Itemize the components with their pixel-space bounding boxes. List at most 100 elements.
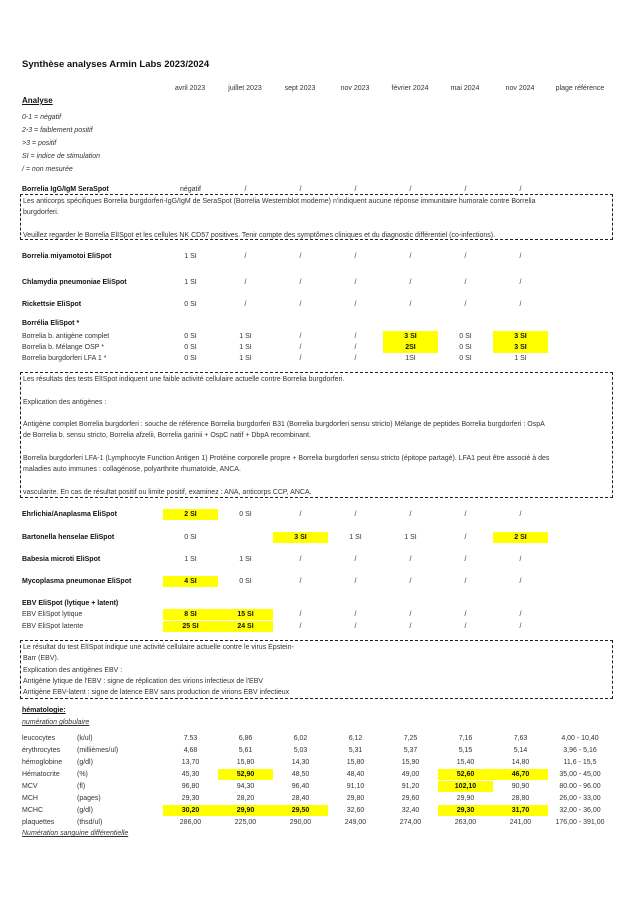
table-row: MCH (pages) 29,30 28,20 28,40 29,80 29,60 29,90… — [0, 793, 636, 804]
row-label: Borrelia b. Mélange OSP * — [22, 344, 104, 351]
result-cell: / — [354, 301, 357, 308]
result-cell: / — [464, 511, 467, 518]
result-cell: 1 SI — [239, 355, 252, 362]
table-row: Babesia microti EliSpot 1 SI 1 SI / / / / / — [0, 554, 636, 565]
result-cell: 2SI — [383, 342, 438, 353]
table-row: MCV (fl) 96,80 94,30 96,40 91,10 91,20 102,10 90… — [0, 781, 636, 792]
result-cell: 49,00 — [401, 771, 420, 778]
result-cell: / — [464, 578, 467, 585]
row-label: MCHC — [22, 807, 43, 814]
row-label: Borrelia burgdorferi LFA 1 * — [22, 355, 107, 362]
result-cell: 5,31 — [348, 747, 363, 754]
result-cell: 241,00 — [509, 819, 532, 826]
result-cell: 0 SI — [459, 344, 472, 351]
result-cell: 0 SI — [239, 578, 252, 585]
result-cell: 6,02 — [293, 735, 308, 742]
section-heading: EBV EliSpot (lytique + latent) — [22, 600, 119, 607]
column-header: plage référence — [555, 85, 605, 92]
comment-box: Le résultat du test ElISpot indique une … — [20, 640, 613, 699]
result-cell: 26,00 - 33,00 — [559, 795, 601, 802]
row-label: MCV — [22, 783, 38, 790]
result-cell: 274,00 — [399, 819, 422, 826]
legend-line: 2-3 = faiblement positif — [22, 127, 93, 134]
result-cell: 15,80 — [236, 759, 255, 766]
section-heading: Borrélia EliSpot * — [22, 320, 80, 327]
result-cell: / — [244, 253, 247, 260]
row-unit: (k/ul) — [77, 735, 93, 742]
legend-line: / = non mesurée — [22, 166, 73, 173]
result-cell: / — [409, 186, 412, 193]
table-row: hémoglobine (g/dl) 13,70 15,80 14,30 15,80 15,… — [0, 757, 636, 768]
result-cell: 1 SI — [239, 556, 252, 563]
result-cell: / — [299, 301, 302, 308]
row-unit: (pages) — [77, 795, 101, 802]
column-header: avril 2023 — [174, 85, 206, 92]
row-unit: (g/dl) — [77, 759, 93, 766]
table-row: Borrelia b. antigène complet 0 SI 1 SI / / 3 … — [0, 331, 636, 342]
result-cell: / — [244, 301, 247, 308]
row-label: MCH — [22, 795, 38, 802]
comment-line: Antigène lytique de l'EBV : signe de rép… — [23, 677, 264, 685]
comment-box: Les anticorps spécifiques Borrelia burgd… — [20, 194, 613, 240]
result-cell: 8 SI — [163, 609, 218, 620]
result-cell: négatif — [179, 186, 202, 193]
result-cell: 176,00 - 391,00 — [555, 819, 605, 826]
result-cell: / — [464, 186, 467, 193]
result-cell: / — [519, 511, 522, 518]
result-cell: 45,30 — [181, 771, 200, 778]
row-unit: (g/dl) — [77, 807, 93, 814]
row-label: érythrocytes — [22, 747, 61, 754]
result-cell: 7,63 — [513, 735, 528, 742]
result-cell: 5,03 — [293, 747, 308, 754]
result-cell: / — [299, 611, 302, 618]
row-label: hémoglobine — [22, 759, 63, 766]
result-cell: / — [409, 623, 412, 630]
table-row: Mycoplasma pneumonae EliSpot 4 SI 0 SI / / / /… — [0, 576, 636, 587]
result-cell: 35,00 - 45,00 — [559, 771, 601, 778]
row-unit: (%) — [77, 771, 88, 778]
result-cell: 7,25 — [403, 735, 418, 742]
result-cell: 15,90 — [401, 759, 420, 766]
result-cell: / — [299, 511, 302, 518]
comment-line: Antigène EBV-latent : signe de latence E… — [23, 689, 290, 697]
result-cell: / — [244, 279, 247, 286]
row-label: Borrelia IgG/IgM SeraSpot — [22, 186, 109, 193]
legend-line: 0-1 = négatif — [22, 114, 62, 121]
result-cell: 3 SI — [493, 342, 548, 353]
result-cell: / — [464, 253, 467, 260]
result-cell: 13,70 — [181, 759, 200, 766]
result-cell: / — [299, 556, 302, 563]
result-cell: 5,15 — [458, 747, 473, 754]
row-unit: (thsd/ul) — [77, 819, 103, 826]
result-cell: / — [409, 578, 412, 585]
comment-line — [23, 442, 610, 453]
comment-line — [23, 385, 610, 396]
result-cell: 0 SI — [184, 333, 197, 340]
column-header: sept 2023 — [284, 85, 316, 92]
result-cell: / — [519, 623, 522, 630]
column-header: juillet 2023 — [228, 85, 262, 92]
result-cell: / — [409, 611, 412, 618]
result-cell: 7,16 — [458, 735, 473, 742]
comment-line: Borrelia burgdorferi LFA-1 (Lymphocyte F… — [23, 455, 550, 463]
result-cell: 0 SI — [239, 511, 252, 518]
result-cell: / — [519, 186, 522, 193]
result-cell: 263,00 — [454, 819, 477, 826]
result-cell: / — [409, 253, 412, 260]
table-row: Borrelia IgG/IgM SeraSpot négatif / / / / / / — [0, 184, 636, 195]
table-row: leucocytes (k/ul) 7.53 6,86 6,02 6,12 7,25 7,16… — [0, 733, 636, 744]
result-cell: / — [519, 556, 522, 563]
result-cell: 32,60 — [346, 807, 365, 814]
comment-line: Explication des antigènes EBV : — [23, 666, 123, 674]
comment-line — [23, 219, 610, 230]
row-label: Mycoplasma pneumonae EliSpot — [22, 578, 132, 585]
result-cell: 14,80 — [511, 759, 530, 766]
result-cell: 29,50 — [273, 805, 328, 816]
result-cell: / — [299, 578, 302, 585]
result-cell: 6,86 — [238, 735, 253, 742]
table-row: EBV EliSpot latente 25 SI 24 SI / / / / / — [0, 621, 636, 632]
result-cell: 4,00 - 10,40 — [561, 735, 599, 742]
result-cell: 5,37 — [403, 747, 418, 754]
result-cell: / — [409, 511, 412, 518]
result-cell: / — [354, 186, 357, 193]
